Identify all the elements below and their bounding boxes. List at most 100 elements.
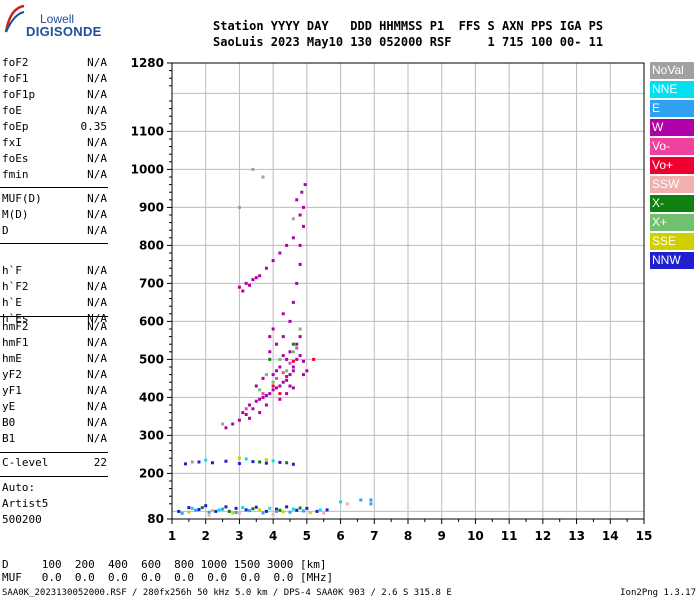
- param-row-fof2: foF2 N/A: [2, 56, 107, 72]
- param-row-fof1: foF1 N/A: [2, 72, 107, 88]
- param-value: N/A: [87, 336, 107, 349]
- param-value: N/A: [87, 72, 107, 85]
- point-vo: [285, 375, 289, 378]
- point-w: [285, 378, 289, 382]
- point-ssw: [237, 511, 241, 515]
- point-nnw: [197, 460, 201, 464]
- param-value: N/A: [87, 352, 107, 365]
- point-nne: [318, 508, 322, 512]
- point-nnw: [204, 504, 208, 508]
- point-nne: [244, 457, 248, 461]
- point-noval: [291, 217, 295, 221]
- point-w: [278, 397, 282, 401]
- param-value: N/A: [87, 264, 107, 277]
- y-tick-label: 1000: [131, 162, 164, 176]
- point-w: [275, 342, 279, 346]
- param-row-fof1p: foF1p N/A: [2, 88, 107, 104]
- point-w: [298, 213, 302, 217]
- x-tick-label: 8: [404, 529, 412, 543]
- point-w: [278, 365, 282, 369]
- point-w: [285, 357, 289, 361]
- point-noval: [261, 175, 265, 179]
- y-tick-label: 800: [139, 238, 164, 252]
- autoscale-info-line: Auto:: [2, 481, 36, 494]
- y-tick-label: 900: [139, 200, 164, 214]
- point-w: [264, 394, 268, 397]
- autoscale-info-line: Artist5: [2, 497, 49, 510]
- point-vo: [291, 359, 295, 363]
- chart-axes: 1 2 3 4 5 6 7 8 9 10 11 12 13 14 158020030040050060070…: [131, 56, 653, 543]
- point-ssw: [207, 513, 211, 517]
- point-w: [261, 395, 265, 399]
- param-name: h`Es: [2, 312, 29, 325]
- param-row-he: h`E N/A: [2, 296, 107, 312]
- point-noval: [237, 205, 241, 209]
- point-w: [301, 205, 305, 209]
- param-name: foE: [2, 104, 22, 117]
- legend-item-x: X+: [650, 214, 694, 231]
- legend-item-vo: Vo+: [650, 157, 694, 174]
- param-value: N/A: [87, 384, 107, 397]
- point-vo: [312, 357, 316, 361]
- legend-item-nne: NNE: [650, 81, 694, 98]
- param-value: N/A: [87, 432, 107, 445]
- point-w: [298, 335, 302, 339]
- point-noval: [221, 422, 225, 426]
- point-w: [295, 357, 299, 361]
- point-nnw: [214, 509, 218, 513]
- logo-line1: Lowell: [40, 12, 75, 26]
- param-name: fxI: [2, 136, 22, 149]
- point-e: [221, 507, 225, 511]
- point-w: [268, 335, 272, 339]
- chart-points: [177, 167, 373, 517]
- point-x: [298, 327, 302, 331]
- param-name: B1: [2, 432, 16, 445]
- point-x: [264, 373, 268, 377]
- point-x: [291, 350, 295, 354]
- point-noval: [190, 460, 194, 464]
- point-w: [281, 354, 285, 358]
- param-value: N/A: [87, 296, 107, 309]
- point-w: [237, 285, 241, 289]
- point-e: [369, 502, 373, 506]
- point-w: [281, 380, 285, 384]
- point-nne: [241, 506, 245, 510]
- point-w: [268, 392, 272, 396]
- point-vo: [271, 384, 275, 388]
- point-nnw: [224, 459, 228, 463]
- point-w: [291, 300, 295, 304]
- point-w: [295, 198, 299, 202]
- point-nnw: [244, 508, 248, 512]
- point-x: [271, 380, 275, 384]
- param-value: N/A: [87, 416, 107, 429]
- y-tick-label: 400: [139, 390, 164, 404]
- param-name: hmF1: [2, 336, 29, 349]
- point-w: [271, 388, 275, 392]
- point-w: [301, 359, 305, 363]
- point-w: [301, 224, 305, 228]
- point-nne: [271, 459, 275, 463]
- x-tick-label: 5: [303, 529, 311, 543]
- point-w: [244, 413, 248, 416]
- x-tick-label: 1: [168, 529, 176, 543]
- param-row-hme: hmE N/A: [2, 352, 107, 368]
- point-sse: [264, 458, 268, 462]
- point-nnw: [254, 505, 258, 509]
- param-name: M(D): [2, 208, 29, 221]
- point-nne: [190, 506, 194, 510]
- point-w: [275, 369, 279, 373]
- param-name: fmin: [2, 168, 29, 181]
- param-name: C-level: [2, 456, 49, 469]
- point-sse: [308, 511, 312, 515]
- point-w: [268, 350, 272, 354]
- param-row-hmf1: hmF1 N/A: [2, 336, 107, 352]
- point-w: [298, 262, 302, 266]
- param-row-d: D N/A: [2, 224, 107, 240]
- point-w: [275, 386, 279, 390]
- point-x: [278, 357, 282, 361]
- y-tick-label: 80: [147, 512, 164, 526]
- point-w: [291, 236, 295, 240]
- point-w: [261, 376, 265, 380]
- point-x: [268, 357, 272, 361]
